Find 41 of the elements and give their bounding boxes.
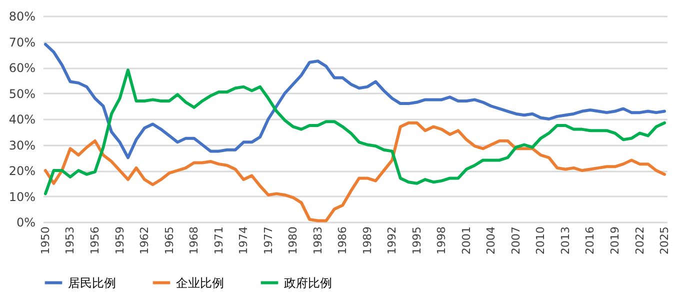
x-tick-label: 1956 bbox=[88, 226, 102, 254]
x-tick-label: 2022 bbox=[633, 226, 646, 254]
x-tick-label: 2013 bbox=[558, 226, 572, 254]
x-tick-label: 1983 bbox=[311, 226, 324, 254]
legend-label: 企业比例 bbox=[176, 276, 224, 290]
x-tick-label: 1980 bbox=[286, 226, 300, 254]
line-series bbox=[44, 121, 666, 222]
legend-label: 居民比例 bbox=[68, 276, 116, 290]
x-tick-label: 1995 bbox=[410, 226, 424, 254]
x-tick-label: 1950 bbox=[38, 226, 52, 254]
y-tick-label: 0% bbox=[16, 216, 36, 230]
line-series bbox=[44, 68, 666, 196]
y-tick-label: 10% bbox=[8, 190, 36, 204]
x-tick-label: 2016 bbox=[584, 226, 597, 254]
x-tick-label: 1959 bbox=[113, 226, 126, 254]
y-tick-label: 80% bbox=[8, 10, 36, 24]
x-tick-label: 1962 bbox=[138, 226, 152, 254]
y-tick-label: 20% bbox=[8, 164, 36, 178]
y-tick-label: 40% bbox=[8, 112, 36, 126]
y-tick-label: 30% bbox=[8, 138, 36, 152]
y-tick-label: 60% bbox=[8, 61, 36, 75]
x-tick-label: 2004 bbox=[484, 226, 498, 254]
x-tick-label: 1974 bbox=[237, 226, 250, 254]
x-tick-label: 2025 bbox=[658, 226, 672, 254]
x-tick-label: 1953 bbox=[64, 226, 77, 254]
x-tick-label: 1968 bbox=[188, 226, 201, 254]
x-tick-label: 2010 bbox=[534, 226, 548, 254]
x-tick-label: 1965 bbox=[162, 226, 176, 254]
x-tick-label: 1977 bbox=[262, 226, 275, 254]
y-tick-label: 70% bbox=[8, 35, 36, 50]
x-tick-label: 2007 bbox=[509, 226, 522, 254]
legend-label: 政府比例 bbox=[284, 276, 332, 290]
x-tick-label: 2001 bbox=[460, 226, 473, 254]
x-tick-label: 1986 bbox=[336, 226, 350, 254]
x-tick-label: 1992 bbox=[386, 226, 399, 254]
y-tick-label: 50% bbox=[8, 86, 36, 101]
line-series bbox=[44, 42, 666, 160]
x-tick-label: 1971 bbox=[212, 226, 226, 254]
x-tick-label: 2019 bbox=[608, 226, 622, 254]
x-tick-label: 1989 bbox=[360, 226, 374, 254]
x-tick-label: 1998 bbox=[435, 226, 448, 254]
